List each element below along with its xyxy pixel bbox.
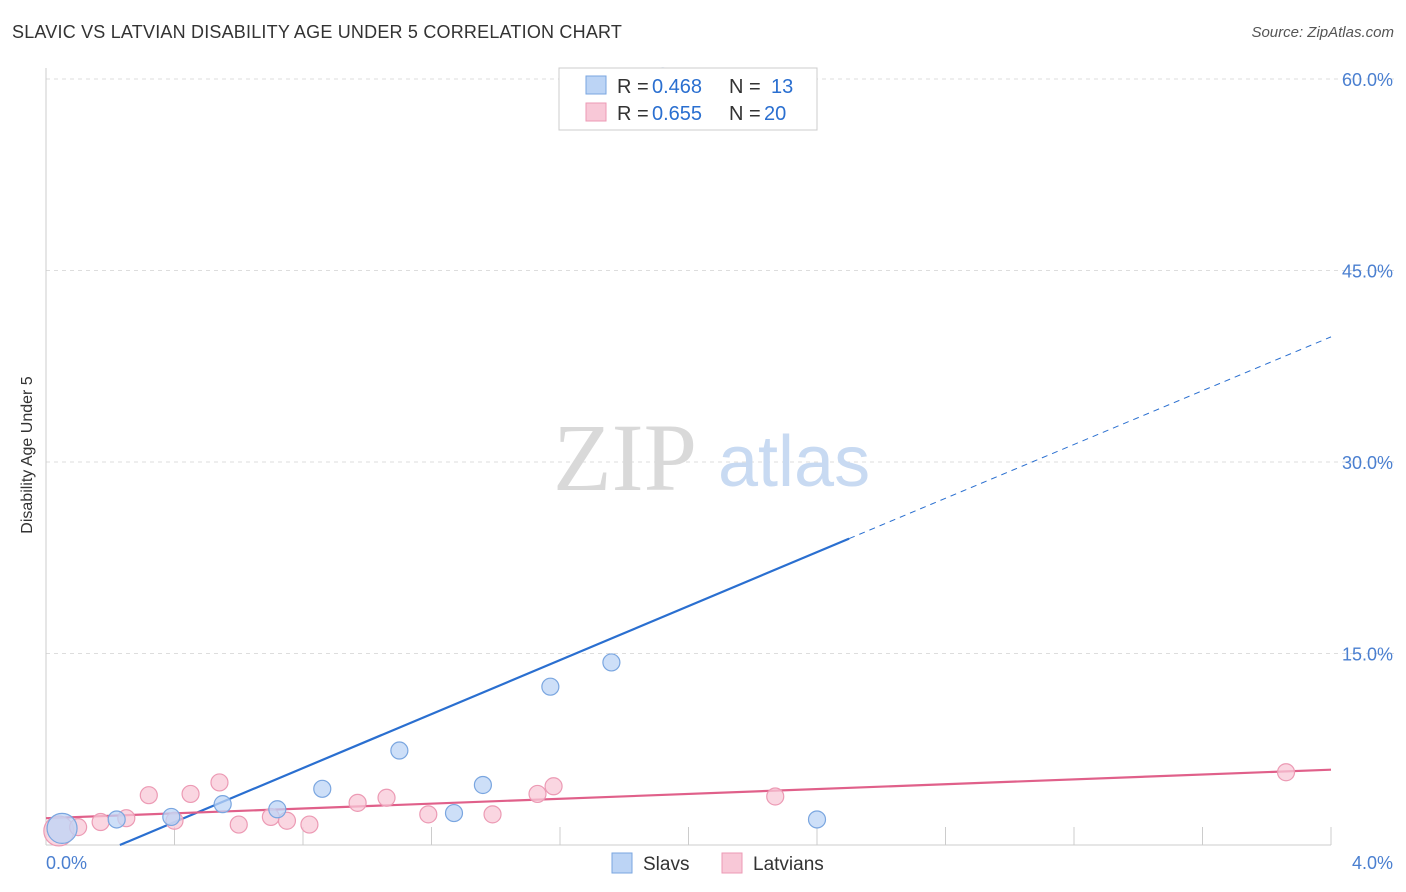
bottom-legend-latvians: Latvians xyxy=(753,854,824,875)
point-slavs-9 xyxy=(541,677,560,696)
legend-latvians-r-value: 0.655 xyxy=(652,103,702,125)
point-slavs-11 xyxy=(807,810,827,829)
trend-line-slavs xyxy=(119,537,850,847)
trend-line-slavs-extension xyxy=(848,336,1332,540)
axis-layer xyxy=(45,68,1332,846)
trend-line-latvians xyxy=(45,768,1332,820)
point-latvians-2 xyxy=(91,812,110,832)
point-latvians-13 xyxy=(377,788,396,807)
point-latvians-16 xyxy=(528,784,547,804)
x-tick-label-max: 4.0% xyxy=(1352,853,1393,873)
y-tick-label-15: 15.0% xyxy=(1342,645,1393,665)
point-latvians-15 xyxy=(483,805,502,824)
legend-latvians-n-value: 20 xyxy=(764,103,786,125)
source-label: Source: ZipAtlas.com xyxy=(1251,24,1394,41)
point-slavs-2 xyxy=(162,807,181,827)
y-tick-label-30: 30.0% xyxy=(1342,453,1393,473)
legend-latvians-n-label: N = xyxy=(729,103,761,125)
point-latvians-7 xyxy=(210,773,229,792)
grid-layer xyxy=(46,78,1395,654)
point-latvians-12 xyxy=(348,793,367,812)
watermark-zip: ZIP xyxy=(553,404,697,511)
legend-slavs-r-value: 0.468 xyxy=(652,76,702,98)
point-latvians-18 xyxy=(766,787,785,806)
chart-title: SLAVIC VS LATVIAN DISABILITY AGE UNDER 5… xyxy=(12,22,623,42)
correlation-legend: R = 0.468 N = 13 R = 0.655 N = 20 xyxy=(558,67,818,131)
trend-layer xyxy=(45,336,1332,847)
x-tick-label-min: 0.0% xyxy=(46,853,87,873)
bottom-legend-swatch-slavs xyxy=(611,852,633,874)
legend-swatch-latvians xyxy=(585,102,607,122)
point-slavs-4 xyxy=(268,800,287,819)
point-latvians-8 xyxy=(229,815,248,834)
point-slavs-8 xyxy=(473,775,492,795)
watermark: ZIP atlas xyxy=(553,404,870,511)
point-slavs-1 xyxy=(107,810,126,829)
point-latvians-17 xyxy=(544,777,563,796)
point-layer xyxy=(43,67,1296,847)
y-tick-label-60: 60.0% xyxy=(1342,70,1393,90)
legend-slavs-n-label: N = xyxy=(729,76,761,98)
point-latvians-4 xyxy=(139,786,158,805)
tick-layer: 15.0% 30.0% 45.0% 60.0% 0.0% 4.0% xyxy=(46,70,1393,873)
legend-slavs-r-label: R = xyxy=(617,76,649,98)
bottom-legend-slavs: Slavs xyxy=(643,854,689,875)
point-latvians-11 xyxy=(300,815,319,834)
y-tick-label-45: 45.0% xyxy=(1342,262,1393,282)
point-slavs-7 xyxy=(444,803,464,823)
point-slavs-0 xyxy=(46,812,78,845)
point-latvians-14 xyxy=(419,805,438,824)
watermark-atlas: atlas xyxy=(718,422,870,502)
legend-latvians-r-label: R = xyxy=(617,103,649,125)
legend-swatch-slavs xyxy=(585,75,607,95)
point-latvians-6 xyxy=(181,784,200,804)
legend-slavs-n-value: 13 xyxy=(771,76,793,98)
bottom-legend-swatch-latvians xyxy=(721,852,743,874)
point-latvians-19 xyxy=(1276,763,1296,782)
point-slavs-5 xyxy=(313,779,332,798)
point-slavs-10 xyxy=(602,653,621,672)
point-slavs-6 xyxy=(390,741,409,760)
series-legend: Slavs Latvians xyxy=(611,852,824,875)
point-slavs-3 xyxy=(213,795,232,814)
